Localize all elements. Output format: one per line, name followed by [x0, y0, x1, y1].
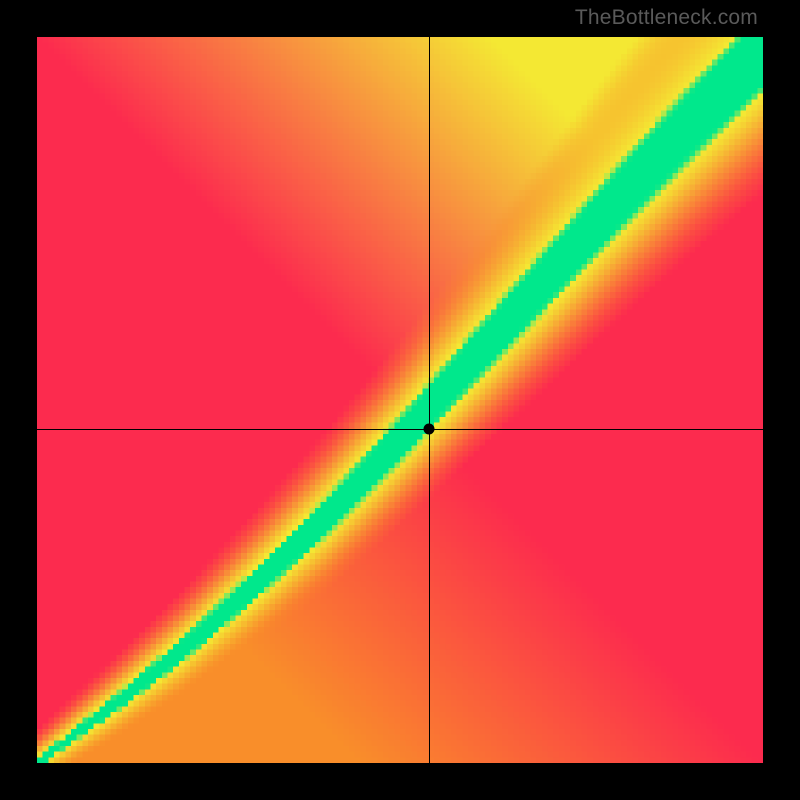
heatmap-canvas — [37, 37, 763, 763]
watermark-text: TheBottleneck.com — [575, 6, 758, 30]
heatmap-plot — [37, 37, 763, 763]
crosshair-vertical — [429, 37, 430, 763]
crosshair-marker — [424, 424, 435, 435]
crosshair-horizontal — [37, 429, 763, 430]
